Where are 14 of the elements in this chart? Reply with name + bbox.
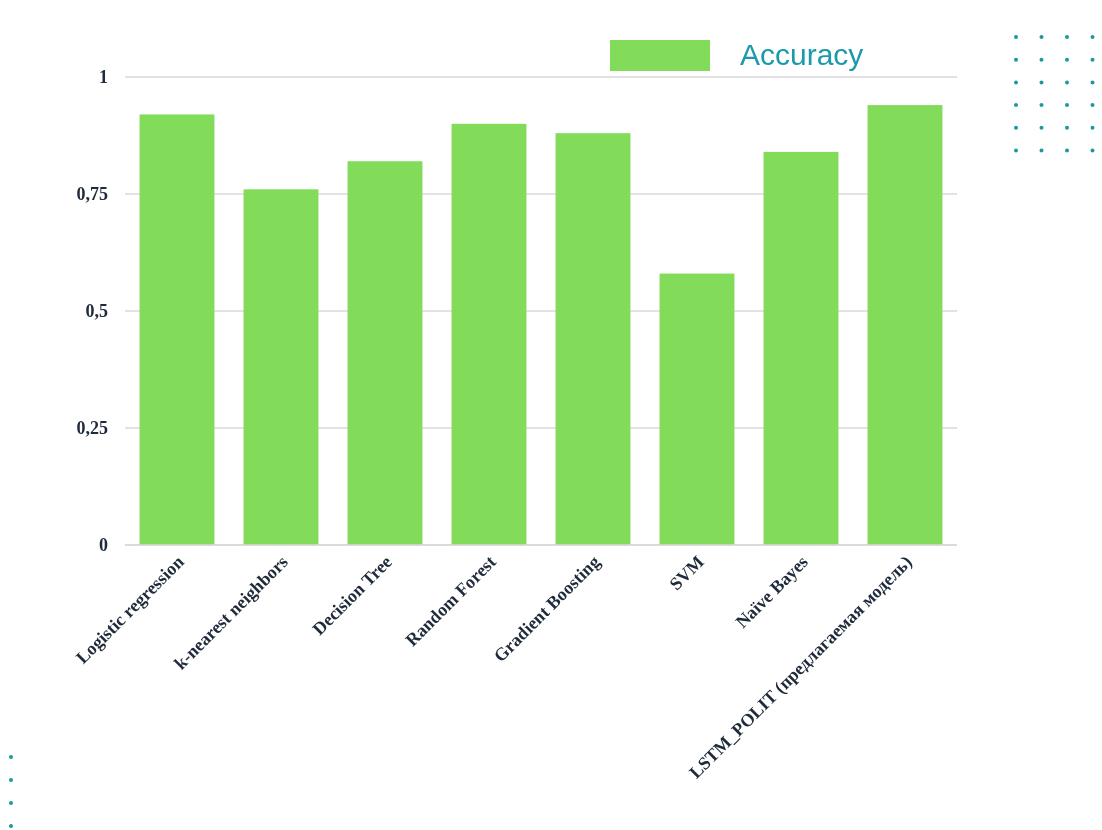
- bar: [243, 189, 319, 545]
- bar: [451, 123, 527, 545]
- y-tick-label: 0,25: [76, 418, 108, 439]
- bar: [763, 151, 839, 545]
- y-tick-label: 0,5: [85, 301, 108, 322]
- bar: [347, 161, 423, 545]
- y-tick-label: 0,75: [76, 184, 108, 205]
- bar: [867, 105, 943, 545]
- y-tick-label: 1: [99, 67, 108, 88]
- y-tick-label: 0: [99, 535, 108, 556]
- legend-label: Accuracy: [740, 38, 864, 71]
- bar: [555, 133, 631, 545]
- bar: [659, 273, 735, 545]
- bar: [139, 114, 215, 545]
